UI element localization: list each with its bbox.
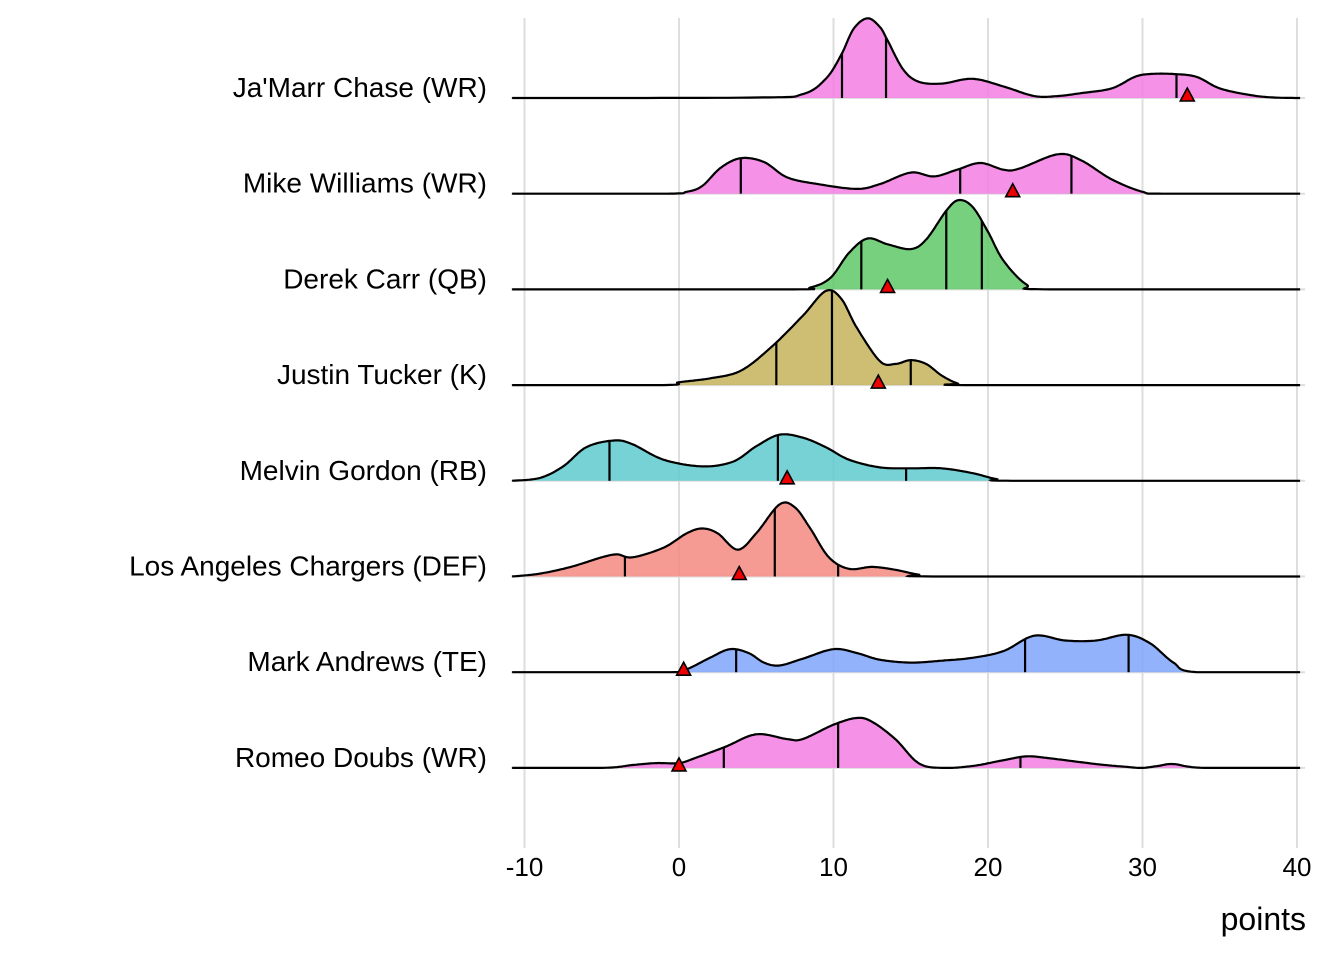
density-fill bbox=[512, 200, 1301, 290]
density-fill bbox=[512, 18, 1301, 98]
gridlines bbox=[511, 18, 1305, 848]
y-tick-label: Ja'Marr Chase (WR) bbox=[233, 72, 487, 103]
ridge-7 bbox=[512, 716, 1301, 772]
x-tick-label: 0 bbox=[672, 852, 686, 882]
density-outline bbox=[511, 501, 1301, 578]
x-tick-label: 30 bbox=[1128, 852, 1157, 882]
density-outline bbox=[512, 633, 1301, 674]
density-outline bbox=[512, 152, 1301, 195]
density-fill bbox=[512, 502, 1301, 577]
x-tick-label: 40 bbox=[1283, 852, 1312, 882]
ridge-3 bbox=[512, 288, 1301, 389]
ridge-5 bbox=[511, 501, 1301, 581]
y-tick-label: Romeo Doubs (WR) bbox=[235, 742, 487, 773]
x-tick-label: 20 bbox=[974, 852, 1003, 882]
ridge-1 bbox=[512, 152, 1301, 198]
y-tick-label: Mark Andrews (TE) bbox=[247, 646, 487, 677]
density-outline bbox=[512, 17, 1301, 100]
x-axis-label: points bbox=[1221, 901, 1306, 937]
actual-points-marker bbox=[879, 277, 896, 294]
ridge-6 bbox=[512, 633, 1301, 677]
actual-points-marker bbox=[869, 373, 887, 389]
ridge-4 bbox=[511, 433, 1301, 485]
actual-points-marker bbox=[730, 564, 748, 581]
y-tick-label: Justin Tucker (K) bbox=[277, 359, 487, 390]
y-tick-label: Melvin Gordon (RB) bbox=[240, 455, 487, 486]
ridge-0 bbox=[512, 17, 1301, 102]
actual-points-marker bbox=[670, 756, 688, 772]
actual-points-marker bbox=[1178, 86, 1196, 102]
ridges bbox=[511, 17, 1301, 772]
x-tick-label: 10 bbox=[819, 852, 848, 882]
density-fill bbox=[512, 717, 1301, 768]
actual-points-marker bbox=[675, 660, 692, 677]
y-tick-label: Mike Williams (WR) bbox=[243, 168, 487, 199]
y-axis-labels: Ja'Marr Chase (WR) Mike Williams (WR) Dere… bbox=[129, 72, 487, 773]
y-tick-label: Los Angeles Chargers (DEF) bbox=[129, 551, 487, 582]
density-outline bbox=[512, 198, 1301, 291]
y-tick-label: Derek Carr (QB) bbox=[283, 263, 487, 294]
x-axis-ticks: -10 0 10 20 30 40 bbox=[506, 852, 1312, 882]
x-tick-label: -10 bbox=[506, 852, 544, 882]
ridge-2 bbox=[512, 198, 1301, 294]
density-outline bbox=[512, 288, 1301, 387]
density-fill bbox=[512, 634, 1301, 673]
density-outline bbox=[511, 433, 1301, 482]
actual-points-marker bbox=[1004, 182, 1022, 198]
actual-points-marker bbox=[778, 469, 796, 485]
density-fill bbox=[512, 434, 1301, 481]
density-fill bbox=[512, 290, 1301, 386]
density-outline bbox=[512, 716, 1301, 769]
